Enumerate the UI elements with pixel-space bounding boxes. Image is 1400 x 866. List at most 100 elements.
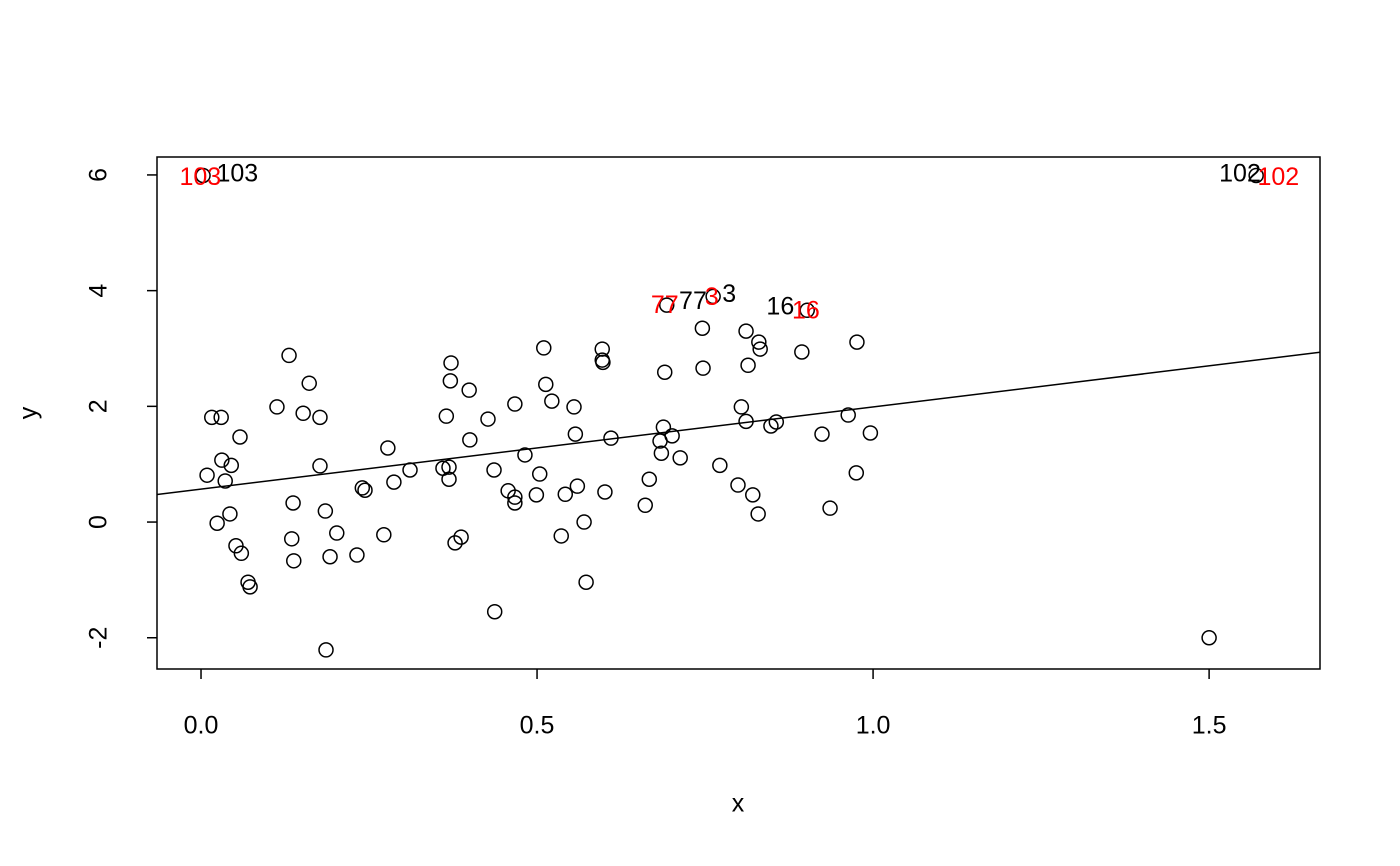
x-axis-label: x: [732, 790, 745, 818]
point: [286, 553, 302, 569]
point: [301, 375, 317, 391]
point: [1201, 630, 1217, 646]
point: [567, 426, 584, 442]
point: [1248, 167, 1264, 184]
point: [486, 462, 502, 478]
point: [840, 407, 856, 423]
annotation: 103: [179, 163, 221, 191]
point: [597, 484, 613, 500]
point: [357, 482, 373, 498]
y-tick-label: 2: [85, 399, 113, 413]
annotation: 102: [1219, 160, 1261, 188]
point: [733, 399, 750, 415]
point: [653, 445, 670, 461]
y-tick-label: 4: [85, 284, 113, 298]
y-tick-label: 6: [85, 168, 113, 182]
point: [694, 320, 711, 336]
point: [217, 473, 233, 489]
point: [507, 495, 523, 511]
point: [745, 487, 761, 503]
point: [329, 525, 345, 541]
point: [799, 302, 815, 319]
point: [517, 447, 533, 463]
point: [195, 167, 211, 184]
y-tick-label: -2: [85, 627, 113, 649]
regression-line: [157, 351, 1320, 496]
point: [862, 425, 879, 441]
point: [269, 399, 285, 415]
point: [730, 477, 746, 493]
point: [443, 355, 459, 371]
point: [695, 360, 711, 376]
point: [507, 396, 523, 412]
point: [380, 440, 396, 456]
point: [664, 428, 680, 444]
annotation: 103: [216, 160, 258, 188]
point: [453, 529, 469, 545]
point: [848, 465, 865, 481]
annotation: 77: [679, 287, 707, 315]
x-tick-label: 1.0: [856, 712, 891, 740]
point: [849, 334, 865, 350]
y-tick-label: 0: [85, 515, 113, 529]
point: [553, 528, 569, 544]
point: [486, 603, 503, 620]
point: [794, 344, 810, 360]
point: [544, 393, 560, 409]
annotation: 102: [1257, 163, 1299, 191]
point: [354, 480, 371, 496]
point: [595, 354, 611, 371]
point: [214, 452, 230, 468]
annotation: 16: [766, 293, 794, 321]
point: [712, 457, 728, 474]
point: [312, 409, 328, 426]
point: [750, 506, 766, 522]
x-tick-label: 1.5: [1192, 712, 1227, 740]
annotation: 3: [705, 283, 719, 311]
point: [752, 341, 768, 357]
point: [242, 579, 258, 595]
annotation: 16: [792, 297, 820, 325]
point: [376, 527, 392, 543]
point: [637, 497, 654, 514]
point: [447, 535, 463, 551]
point: [705, 288, 721, 305]
point: [349, 547, 365, 563]
point: [312, 458, 328, 474]
point: [322, 549, 338, 565]
annotation: 77: [651, 291, 679, 319]
point: [536, 340, 552, 356]
y-axis-label: y: [15, 406, 43, 419]
point: [402, 462, 418, 478]
plot-box: [156, 156, 1321, 670]
point: [441, 471, 457, 487]
point: [672, 450, 688, 466]
x-tick-label: 0.0: [184, 712, 219, 740]
point: [233, 545, 250, 562]
point: [285, 495, 301, 511]
point: [656, 364, 673, 380]
point: [222, 506, 238, 522]
point: [659, 297, 675, 313]
point: [528, 487, 545, 503]
point: [204, 409, 220, 426]
point: [569, 478, 586, 494]
point: [232, 429, 248, 445]
point: [594, 341, 610, 357]
point: [317, 503, 334, 519]
point: [295, 405, 311, 422]
point: [441, 459, 457, 475]
point: [318, 642, 334, 658]
point: [566, 399, 582, 415]
point: [283, 531, 300, 547]
point: [386, 474, 402, 490]
point: [531, 466, 548, 482]
point: [213, 409, 229, 426]
point: [557, 486, 574, 503]
point: [462, 432, 478, 448]
x-tick-label: 0.5: [520, 712, 555, 740]
point: [576, 514, 592, 530]
point: [438, 408, 455, 424]
point: [461, 382, 477, 398]
